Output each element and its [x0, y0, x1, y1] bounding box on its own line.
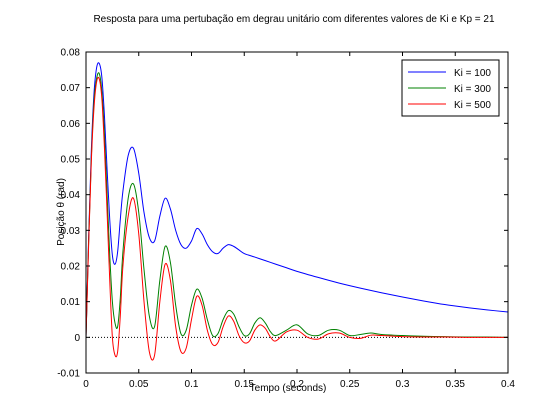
y-tick-label: 0.07 [61, 83, 81, 94]
y-tick-label: 0.04 [61, 190, 81, 201]
x-tick-label: 0.35 [446, 379, 466, 390]
legend-label: Ki = 100 [454, 68, 491, 79]
y-tick-label: 0.01 [61, 297, 81, 308]
y-tick-label: -0.01 [57, 369, 80, 380]
y-tick-label: 0.02 [61, 262, 81, 273]
series-line-2 [86, 72, 508, 338]
x-tick-label: 0.05 [129, 379, 149, 390]
x-tick-label: 0.25 [340, 379, 360, 390]
y-tick-label: 0.05 [61, 155, 81, 166]
y-tick-label: 0.08 [61, 48, 81, 59]
x-tick-label: 0.1 [185, 379, 199, 390]
legend: Ki = 100 Ki = 300 Ki = 500 [401, 59, 500, 117]
legend-label: Ki = 500 [454, 100, 491, 111]
series-line-3 [86, 76, 508, 361]
chart-title: Resposta para uma pertubação em degrau u… [93, 14, 495, 25]
series-line-1 [86, 62, 508, 338]
x-axis-label: Tempo (seconds) [250, 383, 327, 394]
y-tick-label: 0.03 [61, 226, 81, 237]
x-tick-label: 0 [83, 379, 89, 390]
x-tick-label: 0.15 [235, 379, 255, 390]
y-tick-label: 0 [74, 333, 80, 344]
x-tick-label: 0.4 [501, 379, 515, 390]
legend-label: Ki = 300 [454, 84, 491, 95]
x-tick-label: 0.2 [290, 379, 304, 390]
y-tick-label: 0.06 [61, 119, 81, 130]
y-axis-label: Posição θ (rad) [56, 178, 67, 246]
x-tick-label: 0.3 [396, 379, 410, 390]
